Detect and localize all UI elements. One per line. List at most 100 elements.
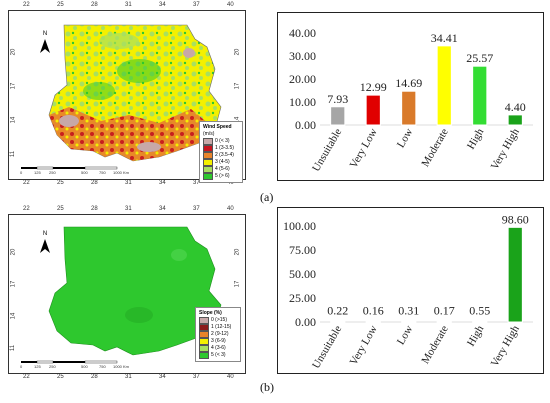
data-label: 0.55 — [469, 303, 490, 317]
scale-label: 750 — [99, 170, 106, 175]
legend-item: 3 (6-9) — [199, 338, 237, 345]
bottom-tick: 31 — [125, 180, 132, 186]
bottom-tick: 28 — [91, 180, 98, 186]
bar — [401, 321, 417, 323]
bar — [365, 94, 381, 126]
right-tick: 20 — [234, 248, 241, 256]
left-tick: 20 — [10, 248, 17, 256]
north-label: N — [42, 31, 48, 37]
bar — [365, 321, 381, 323]
bar — [507, 226, 523, 323]
legend-item-label: 3 (4-5) — [215, 159, 230, 165]
top-tick: 25 — [57, 206, 64, 212]
bottom-tick: 40 — [227, 374, 234, 380]
wind-speed-map-graphic — [21, 24, 222, 170]
data-label: 4.40 — [505, 100, 526, 114]
legend-item-label: 5 (< 3) — [211, 352, 226, 358]
y-tick-label: 10.00 — [289, 95, 316, 109]
data-label: 12.99 — [360, 80, 387, 94]
north-arrow-icon — [40, 39, 50, 53]
legend-swatch — [203, 159, 213, 166]
legend-swatch — [203, 152, 213, 159]
slope-bar-chart: 0.00 25.00 50.00 75.00 100.00 0.22 Unsuitable 0… — [283, 212, 533, 371]
bar — [330, 106, 346, 126]
bar — [472, 320, 488, 323]
bottom-tick: 28 — [91, 374, 98, 380]
legend-swatch — [203, 138, 213, 145]
data-label: 98.60 — [502, 212, 529, 226]
bar — [436, 45, 452, 126]
legend-swatch — [199, 324, 209, 331]
top-tick: 25 — [57, 2, 64, 8]
data-label: 0.16 — [363, 303, 384, 317]
legend-item: 2 (9-12) — [199, 331, 237, 338]
bottom-tick: 31 — [125, 374, 132, 380]
x-tick-label: Very Low — [348, 126, 380, 170]
data-label: 25.57 — [466, 51, 493, 65]
legend-item: 0 (< 3) — [203, 138, 239, 145]
x-tick-label: Low — [395, 126, 416, 150]
bar — [401, 90, 417, 126]
bottom-tick: 37 — [193, 374, 200, 380]
legend-item: 4 (5-6) — [203, 166, 239, 173]
scale-label: 250 — [49, 364, 56, 369]
top-tick: 31 — [125, 2, 132, 8]
legend-item-label: 5 (> 6) — [215, 173, 230, 179]
legend-item-label: 4 (3-6) — [211, 345, 226, 351]
legend-item-label: 1 (3-3.5) — [215, 145, 234, 151]
scale-label: 125 — [34, 170, 41, 175]
legend-title: Wind Speed — [203, 124, 232, 130]
legend-item-label: 1 (12-15) — [211, 324, 232, 330]
legend-item-label: 2 (3.5-4) — [215, 152, 234, 158]
legend-unit: (m/s) — [203, 131, 215, 137]
legend-item-label: 2 (9-12) — [211, 331, 229, 337]
y-tick-label: 30.00 — [289, 49, 316, 63]
bottom-tick: 37 — [193, 180, 200, 186]
data-label: 0.31 — [398, 303, 419, 317]
x-tick-label: High — [465, 126, 487, 151]
left-tick: 14 — [10, 312, 17, 320]
scale-label: 500 — [81, 364, 88, 369]
left-tick: 14 — [10, 116, 17, 124]
x-tick-label: High — [465, 323, 487, 348]
x-tick-label: Very High — [489, 323, 522, 369]
legend-item: 4 (3-6) — [199, 345, 237, 352]
legend-item: 1 (3-3.5) — [203, 145, 239, 152]
left-tick: 20 — [10, 48, 17, 56]
north-arrow-icon — [40, 239, 50, 253]
scale-label: 0 — [20, 364, 23, 369]
scale-label: 750 — [99, 364, 106, 369]
wind-speed-map: N 22 25 28 31 34 37 40 22 25 28 31 34 37… — [8, 2, 246, 186]
y-tick-label: 25.00 — [289, 291, 316, 305]
legend-item: 3 (4-5) — [203, 159, 239, 166]
top-tick: 22 — [23, 2, 30, 8]
bottom-tick: 22 — [23, 180, 30, 186]
x-tick-label: Unsuitable — [310, 126, 344, 173]
top-tick: 37 — [193, 206, 200, 212]
legend-item: 5 (< 3) — [199, 352, 237, 359]
bar — [436, 321, 452, 323]
bottom-tick: 40 — [227, 180, 234, 186]
left-tick: 11 — [10, 344, 17, 352]
right-tick: 17 — [234, 82, 241, 90]
top-tick: 31 — [125, 206, 132, 212]
legend-item-label: 4 (5-6) — [215, 166, 230, 172]
scale-label: 1000 Km — [113, 364, 130, 369]
x-tick-label: Unsuitable — [310, 323, 344, 370]
y-tick-label: 0.00 — [295, 315, 316, 329]
bar — [472, 65, 488, 126]
bottom-tick: 22 — [23, 374, 30, 380]
panel-label-b: (b) — [260, 380, 274, 394]
slope-legend: Slope (%) 0 (>15) 1 (12-15) 2 (9-12) 3 (… — [195, 307, 241, 362]
top-tick: 28 — [91, 206, 98, 212]
left-tick: 11 — [10, 150, 17, 158]
y-tick-label: 20.00 — [289, 72, 316, 86]
y-tick-label: 50.00 — [289, 267, 316, 281]
panel-label-a: (a) — [260, 190, 274, 204]
legend-item-label: 0 (>15) — [211, 317, 227, 323]
bottom-tick: 25 — [57, 180, 64, 186]
y-tick-label: 75.00 — [289, 243, 316, 257]
top-tick: 37 — [193, 2, 200, 8]
legend-item: 5 (> 6) — [203, 173, 239, 180]
slope-chart: 0.00 25.00 50.00 75.00 100.00 0.22 Unsuitable 0… — [277, 207, 544, 374]
